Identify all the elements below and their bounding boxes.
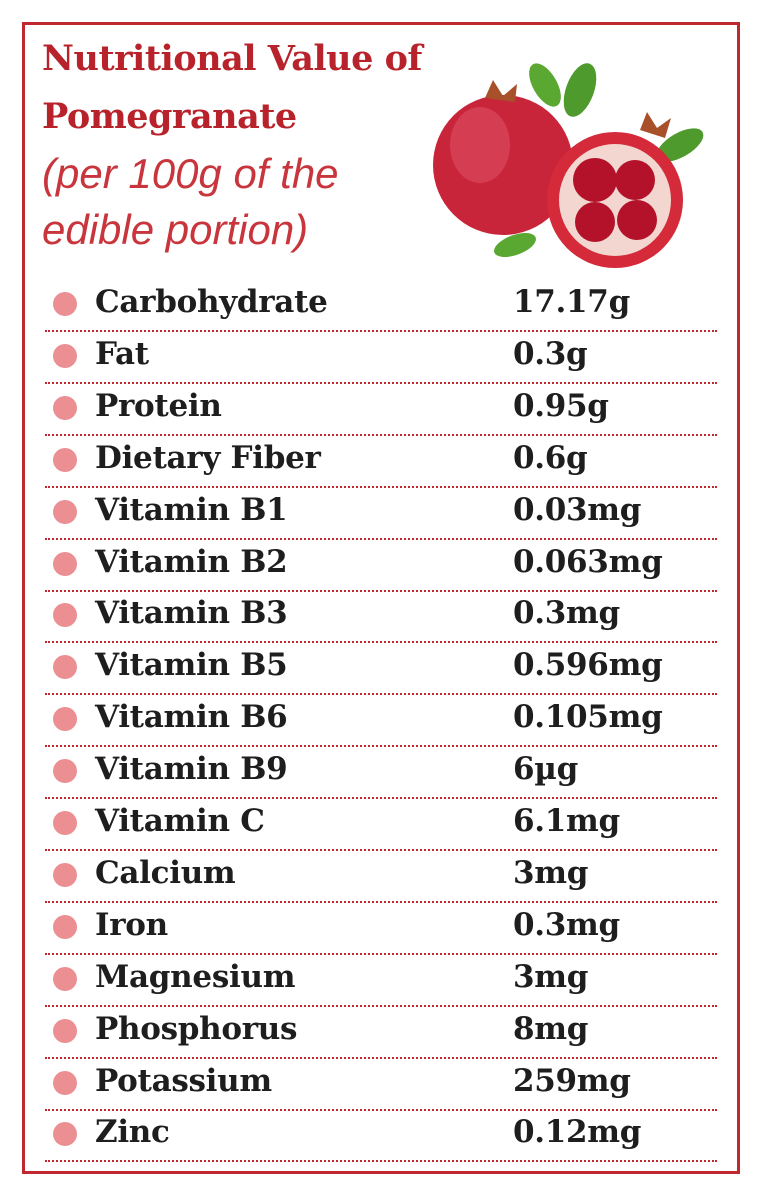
nutrient-row: Vitamin B9 6µg	[45, 745, 717, 800]
nutrient-value: 8mg	[513, 1010, 589, 1047]
nutrient-value: 0.3mg	[513, 595, 620, 632]
bullet	[53, 603, 77, 628]
bullet	[53, 343, 77, 368]
bullet	[53, 292, 77, 316]
nutrient-value: 0.3g	[513, 335, 588, 372]
nutrient-row: Iron 0.3mg	[45, 901, 717, 955]
nutrient-name: Vitamin B2	[95, 543, 288, 580]
subtitle: (per 100g of the	[42, 150, 339, 197]
nutrient-row: Phosphorus 8mg	[45, 1005, 717, 1059]
nutrient-value: 0.105mg	[513, 699, 663, 736]
nutrient-row: Protein 0.95g	[45, 382, 717, 436]
nutrient-name: Fat	[95, 335, 149, 372]
nutrient-row: Vitamin B6 0.105mg	[45, 693, 717, 748]
pomegranate-image	[433, 63, 704, 268]
frame	[22, 22, 740, 1174]
bullet	[53, 966, 77, 991]
nutrient-row: Dietary Fiber 0.6g	[45, 434, 717, 488]
nutrient-name: Zinc	[95, 1114, 170, 1151]
nutrient-name: Calcium	[95, 854, 236, 891]
nutrient-name: Iron	[95, 906, 168, 943]
bullet	[53, 707, 77, 732]
subtitle: edible portion)	[42, 206, 309, 253]
bullet	[53, 862, 77, 887]
nutrient-value: 0.95g	[513, 387, 609, 424]
nutrient-row: Fat 0.3g	[45, 330, 717, 384]
nutrient-value: 0.03mg	[513, 491, 642, 528]
nutrient-name: Protein	[95, 387, 222, 424]
bullet	[53, 447, 77, 472]
nutrient-name: Vitamin B3	[95, 595, 288, 632]
nutrient-value: 0.12mg	[513, 1114, 642, 1151]
bullet	[53, 1018, 77, 1043]
nutrient-value: 6µg	[513, 751, 579, 788]
bullet	[53, 914, 77, 939]
nutrient-name: Magnesium	[95, 958, 296, 995]
nutrient-value: 0.063mg	[513, 543, 663, 580]
bullet	[53, 499, 77, 524]
nutrient-value: 3mg	[513, 958, 589, 995]
nutrient-row: Calcium 3mg	[45, 849, 717, 903]
nutrient-value: 259mg	[513, 1062, 631, 1099]
bullet	[53, 551, 77, 576]
bullet	[53, 395, 77, 420]
nutrient-row: Vitamin B2 0.063mg	[45, 538, 717, 592]
nutrient-row: Vitamin C 6.1mg	[45, 797, 717, 851]
nutrient-value: 0.6g	[513, 439, 588, 476]
nutrient-row: Vitamin B5 0.596mg	[45, 641, 717, 696]
nutrient-row: Magnesium 3mg	[45, 953, 717, 1007]
nutrient-row: Carbohydrate 17.17g	[45, 278, 717, 332]
bullet	[53, 1070, 77, 1095]
nutrient-value: 0.596mg	[513, 647, 663, 684]
bullet	[53, 655, 77, 680]
nutrient-value: 3mg	[513, 854, 589, 891]
nutrient-name: Potassium	[95, 1062, 272, 1099]
nutrient-row: Vitamin B3 0.3mg	[45, 589, 717, 644]
nutrient-name: Dietary Fiber	[95, 439, 321, 476]
nutrient-name: Vitamin C	[95, 803, 265, 839]
nutrient-value: 0.3mg	[513, 906, 620, 943]
nutrient-name: Vitamin B9	[95, 751, 288, 788]
nutrient-row: Potassium 259mg	[45, 1057, 717, 1111]
bullet	[53, 1122, 77, 1147]
nutrient-name: Vitamin B5	[95, 647, 288, 684]
nutrient-name: Carbohydrate	[95, 284, 328, 320]
nutrient-name: Phosphorus	[95, 1010, 298, 1047]
title: Pomegranate	[42, 96, 297, 137]
title: Nutritional Value of	[42, 38, 422, 79]
nutrient-value: 6.1mg	[513, 803, 620, 839]
nutrient-row: Zinc 0.12mg	[45, 1108, 717, 1163]
bullet	[53, 759, 77, 784]
nutrient-name: Vitamin B6	[95, 699, 288, 736]
nutrient-name: Vitamin B1	[95, 491, 288, 528]
nutrient-row: Vitamin B1 0.03mg	[45, 486, 717, 540]
bullet	[53, 811, 77, 835]
nutrient-value: 17.17g	[513, 284, 630, 320]
